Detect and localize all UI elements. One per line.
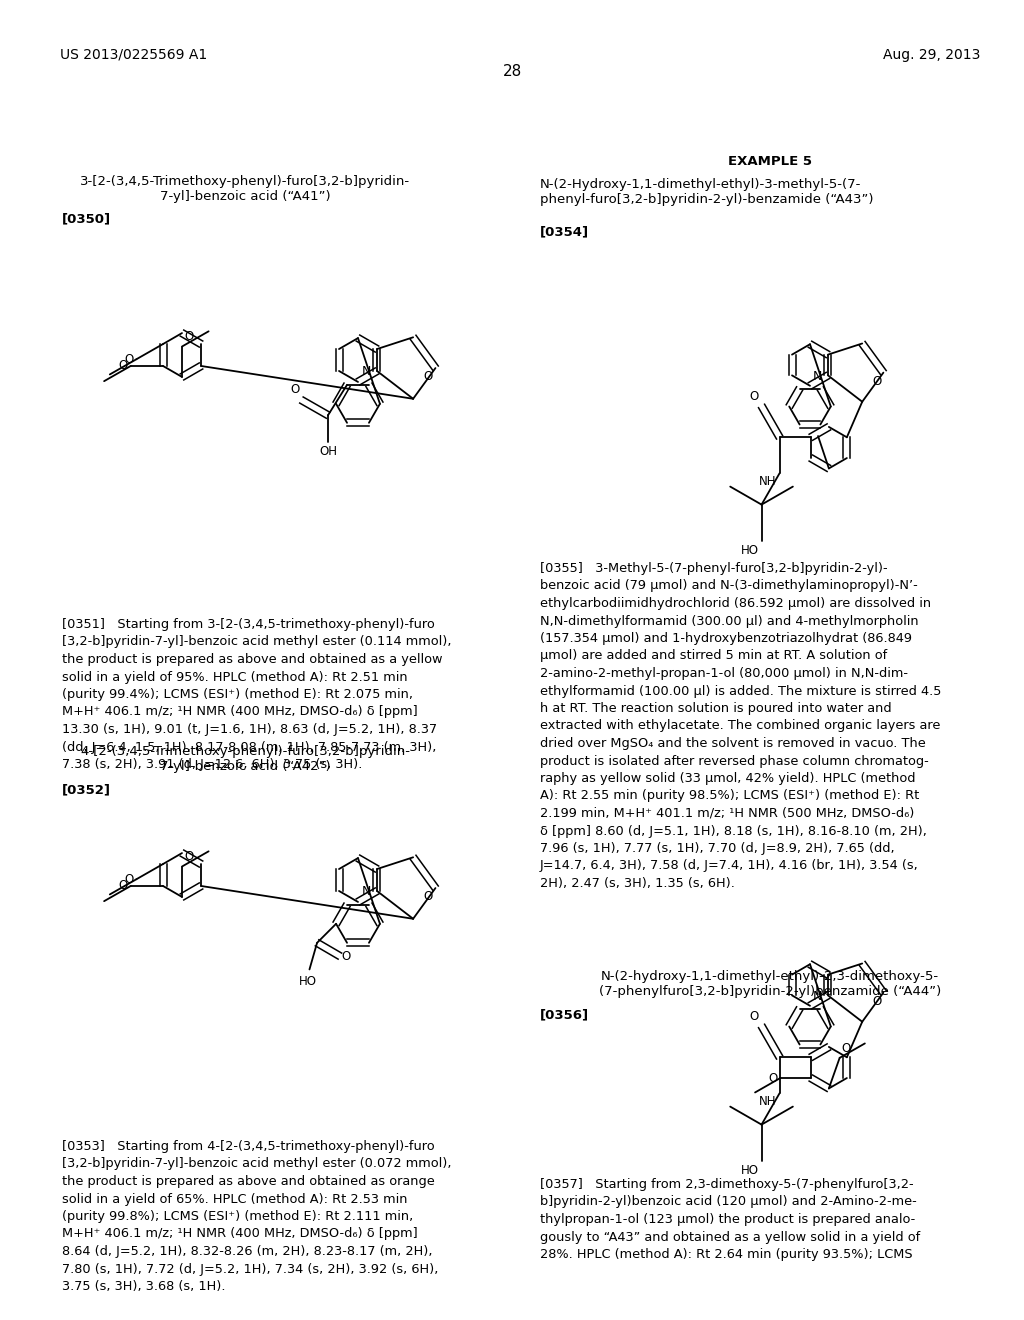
Text: 3-[2-(3,4,5-Trimethoxy-phenyl)-furo[3,2-b]pyridin-
7-yl]-benzoic acid (“A41”): 3-[2-(3,4,5-Trimethoxy-phenyl)-furo[3,2-… xyxy=(80,176,410,203)
Text: O: O xyxy=(184,330,194,342)
Text: O: O xyxy=(768,1072,777,1085)
Text: HO: HO xyxy=(740,1164,759,1176)
Text: 28: 28 xyxy=(503,65,521,79)
Text: O: O xyxy=(119,359,128,372)
Text: [0355]   3-Methyl-5-(7-phenyl-furo[3,2-b]pyridin-2-yl)-
benzoic acid (79 μmol) a: [0355] 3-Methyl-5-(7-phenyl-furo[3,2-b]p… xyxy=(540,562,941,890)
Text: [0357]   Starting from 2,3-dimethoxy-5-(7-phenylfuro[3,2-
b]pyridin-2-yl)benzoic: [0357] Starting from 2,3-dimethoxy-5-(7-… xyxy=(540,1177,921,1261)
Text: O: O xyxy=(423,370,432,383)
Text: O: O xyxy=(124,352,133,366)
Text: N-(2-Hydroxy-1,1-dimethyl-ethyl)-3-methyl-5-(7-
phenyl-furo[3,2-b]pyridin-2-yl)-: N-(2-Hydroxy-1,1-dimethyl-ethyl)-3-methy… xyxy=(540,178,873,206)
Text: NH: NH xyxy=(759,1096,776,1109)
Text: N: N xyxy=(813,990,822,1003)
Text: Aug. 29, 2013: Aug. 29, 2013 xyxy=(883,48,980,62)
Text: HO: HO xyxy=(299,975,316,989)
Text: O: O xyxy=(750,1010,759,1023)
Text: O: O xyxy=(423,890,432,903)
Text: O: O xyxy=(842,1041,851,1055)
Text: [0351]   Starting from 3-[2-(3,4,5-trimethoxy-phenyl)-furo
[3,2-b]pyridin-7-yl]-: [0351] Starting from 3-[2-(3,4,5-trimeth… xyxy=(62,618,452,771)
Text: O: O xyxy=(290,383,300,396)
Text: O: O xyxy=(750,389,759,403)
Text: O: O xyxy=(124,873,133,886)
Text: O: O xyxy=(872,375,882,388)
Text: [0352]: [0352] xyxy=(62,783,111,796)
Text: EXAMPLE 5: EXAMPLE 5 xyxy=(728,154,812,168)
Text: [0354]: [0354] xyxy=(540,224,589,238)
Text: [0353]   Starting from 4-[2-(3,4,5-trimethoxy-phenyl)-furo
[3,2-b]pyridin-7-yl]-: [0353] Starting from 4-[2-(3,4,5-trimeth… xyxy=(62,1140,452,1294)
Text: HO: HO xyxy=(740,544,759,557)
Text: 4-[2-(3,4,5-Trimethoxy-phenyl)-furo[3,2-b]pyridin-
7-yl]-benzoic acid (“A42”): 4-[2-(3,4,5-Trimethoxy-phenyl)-furo[3,2-… xyxy=(80,744,410,774)
Text: O: O xyxy=(342,949,351,962)
Text: OH: OH xyxy=(319,445,337,458)
Text: N-(2-hydroxy-1,1-dimethyl-ethyl)-2,3-dimethoxy-5-
(7-phenylfuro[3,2-b]pyridin-2-: N-(2-hydroxy-1,1-dimethyl-ethyl)-2,3-dim… xyxy=(599,970,941,998)
Text: O: O xyxy=(119,879,128,892)
Text: N: N xyxy=(813,370,822,383)
Text: N: N xyxy=(362,364,372,378)
Text: NH: NH xyxy=(759,475,776,488)
Text: N: N xyxy=(362,884,372,898)
Text: O: O xyxy=(184,850,194,862)
Text: US 2013/0225569 A1: US 2013/0225569 A1 xyxy=(60,48,207,62)
Text: [0356]: [0356] xyxy=(540,1008,589,1020)
Text: O: O xyxy=(872,994,882,1007)
Text: [0350]: [0350] xyxy=(62,213,112,224)
